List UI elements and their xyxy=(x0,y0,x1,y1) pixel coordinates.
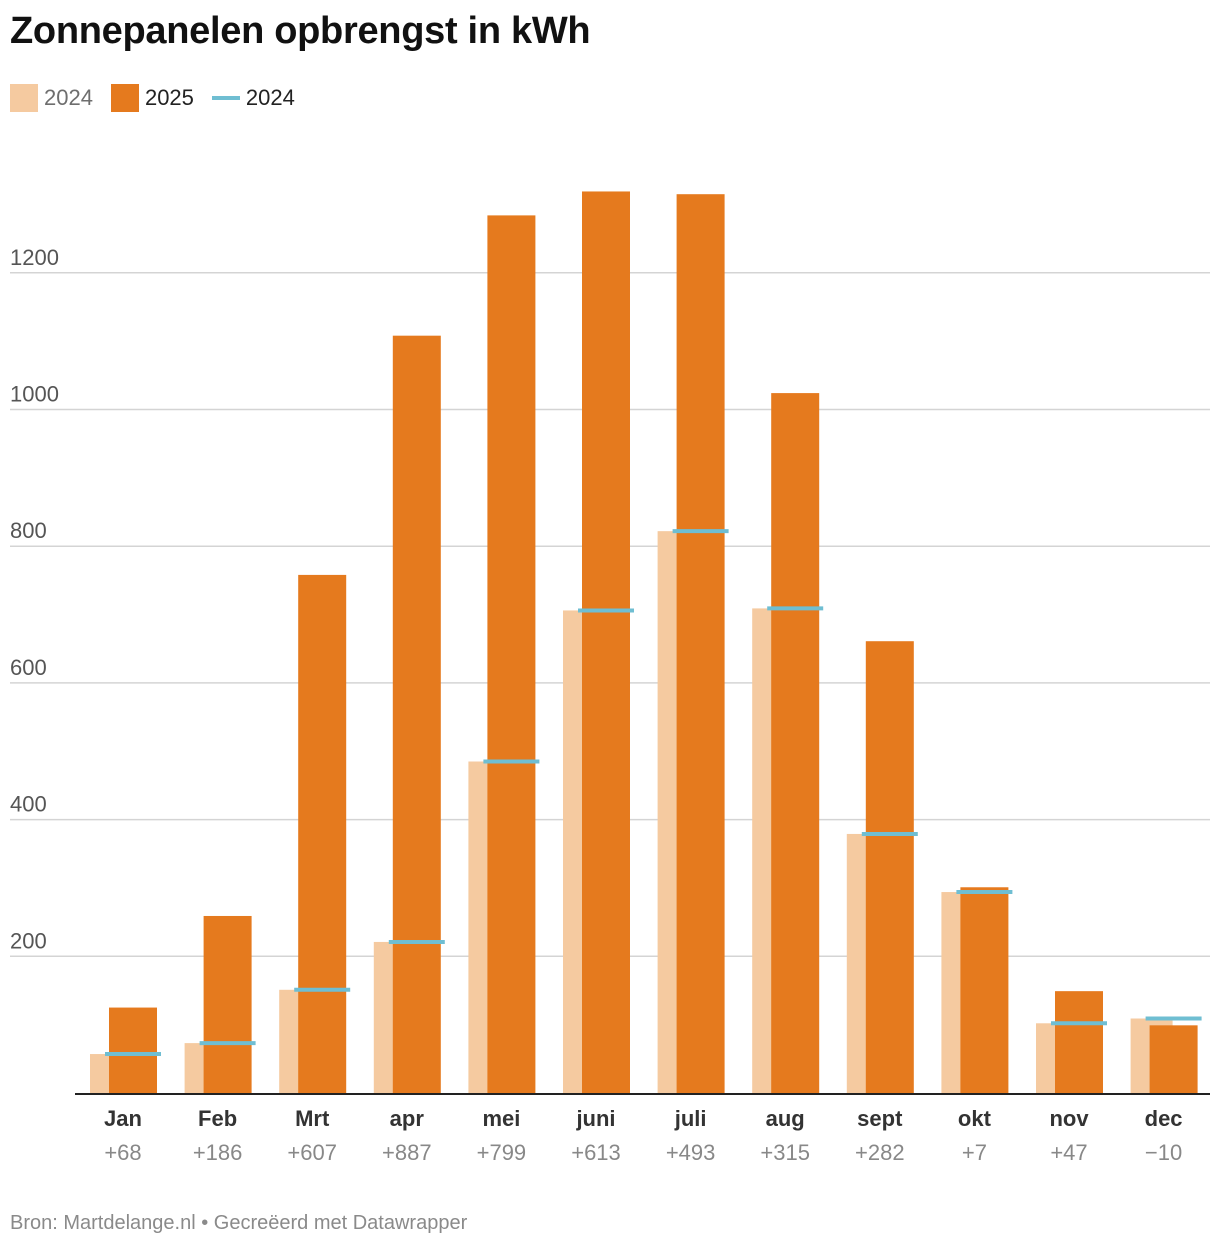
x-tick-label: apr xyxy=(390,1106,425,1131)
legend-item-2024-bar: 2024 xyxy=(10,84,93,112)
difference-label: −10 xyxy=(1145,1140,1182,1165)
bar-2025 xyxy=(392,335,441,1093)
bar-2025 xyxy=(676,194,725,1093)
x-tick-label: Jan xyxy=(104,1106,142,1131)
source-credit: Bron: Martdelange.nl • Gecreëerd met Dat… xyxy=(10,1212,468,1234)
bar-2025 xyxy=(865,641,914,1093)
difference-label: +613 xyxy=(571,1140,621,1165)
axis-layer: Jan +68 Feb +186 Mrt +607 apr +887 mei +799 juni +6… xyxy=(75,1093,1210,1165)
legend-item-2025-bar: 2025 xyxy=(110,84,194,112)
difference-label: +607 xyxy=(287,1140,337,1165)
difference-label: +282 xyxy=(855,1140,905,1165)
legend-label-2024-line: 2024 xyxy=(245,85,295,110)
markers-layer xyxy=(105,529,1202,1057)
bar-2025 xyxy=(960,887,1009,1093)
bar-2025 xyxy=(582,191,630,1093)
bar-2025 xyxy=(1149,1025,1198,1093)
difference-label: +799 xyxy=(477,1140,527,1165)
bar-2025 xyxy=(109,1007,157,1093)
y-tick-label: 200 xyxy=(10,928,47,953)
y-tick-label: 600 xyxy=(10,655,47,680)
legend-swatch-2024-line xyxy=(211,96,240,100)
legend-label-2024-bar: 2024 xyxy=(44,85,93,110)
bar-2025 xyxy=(487,215,536,1094)
x-tick-label: mei xyxy=(482,1106,520,1131)
y-tick-label: 1200 xyxy=(10,245,59,270)
legend-label-2025-bar: 2025 xyxy=(144,85,194,110)
chart-title: Zonnepanelen opbrengst in kWh xyxy=(10,10,591,52)
legend: 2024 2025 2024 xyxy=(10,84,313,112)
legend-item-2024-line: 2024 xyxy=(211,85,295,111)
x-tick-label: Mrt xyxy=(295,1106,330,1131)
x-tick-label: Feb xyxy=(198,1106,237,1131)
y-tick-label: 400 xyxy=(10,792,47,817)
legend-swatch-2025-bar xyxy=(110,84,139,112)
difference-label: +493 xyxy=(666,1140,716,1165)
y-tick-label: 800 xyxy=(10,518,47,543)
bar-2025 xyxy=(1055,991,1103,1093)
bar-2025 xyxy=(771,393,820,1093)
legend-swatch-2024-bar xyxy=(10,84,38,112)
bars-layer xyxy=(90,191,1198,1094)
x-tick-label: aug xyxy=(766,1106,805,1131)
x-tick-label: juni xyxy=(575,1106,615,1131)
difference-label: +7 xyxy=(962,1140,987,1165)
difference-label: +887 xyxy=(382,1140,432,1165)
difference-label: +47 xyxy=(1050,1140,1087,1165)
x-tick-label: okt xyxy=(958,1106,992,1131)
x-tick-label: dec xyxy=(1145,1106,1183,1131)
y-tick-label: 1000 xyxy=(10,382,59,407)
x-tick-label: nov xyxy=(1049,1106,1089,1131)
x-tick-label: sept xyxy=(857,1106,903,1131)
difference-label: +186 xyxy=(193,1140,243,1165)
difference-label: +68 xyxy=(104,1140,141,1165)
x-tick-label: juli xyxy=(674,1106,707,1131)
bar-chart: 200 400 600 800 1000 1200 Jan +68 Feb +186 Mrt +60… xyxy=(10,191,1210,1165)
bar-2025 xyxy=(203,915,252,1093)
difference-label: +315 xyxy=(760,1140,810,1165)
bar-2025 xyxy=(298,574,347,1093)
